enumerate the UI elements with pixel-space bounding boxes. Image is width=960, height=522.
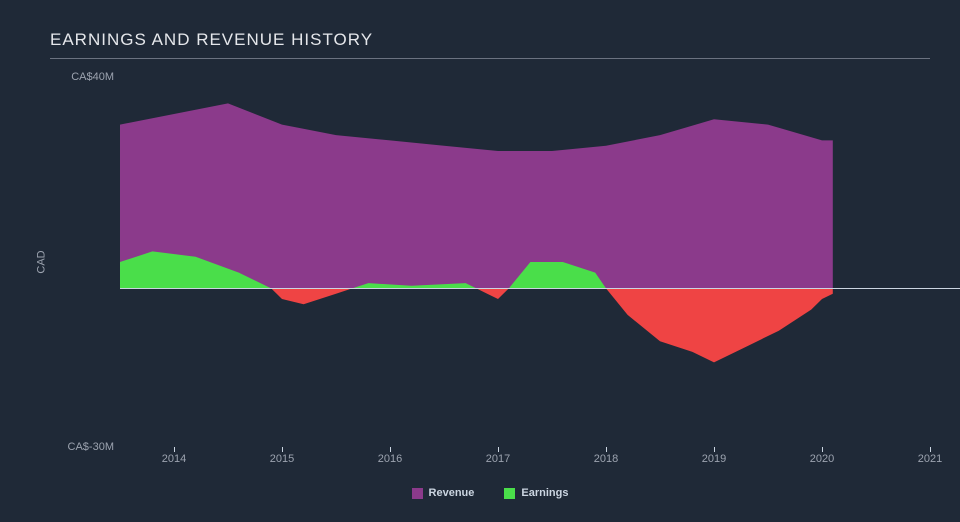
- x-tick-mark: [498, 447, 499, 452]
- chart-body: CAD CA$40MCA$-30M: [50, 77, 930, 447]
- x-tick-mark: [282, 447, 283, 452]
- x-axis: 20142015201620172018201920202021: [120, 447, 930, 477]
- legend-item-earnings: Earnings: [504, 487, 568, 499]
- x-tick-mark: [606, 447, 607, 452]
- x-tick-mark: [174, 447, 175, 452]
- chart-container: EARNINGS AND REVENUE HISTORY CAD CA$40MC…: [0, 0, 960, 522]
- legend-swatch-revenue: [412, 488, 423, 499]
- legend-item-revenue: Revenue: [412, 487, 475, 499]
- y-tick: CA$40M: [71, 71, 114, 83]
- x-tick: 2016: [378, 453, 402, 465]
- y-axis-label: CAD: [36, 250, 48, 273]
- x-tick-mark: [714, 447, 715, 452]
- x-tick: 2020: [810, 453, 834, 465]
- chart-title: EARNINGS AND REVENUE HISTORY: [50, 30, 930, 50]
- x-tick: 2014: [162, 453, 186, 465]
- plot-area: [120, 77, 930, 447]
- zero-line: [120, 288, 960, 289]
- legend: Revenue Earnings: [50, 487, 930, 499]
- x-tick: 2017: [486, 453, 510, 465]
- x-tick: 2021: [918, 453, 942, 465]
- legend-label-revenue: Revenue: [429, 487, 475, 499]
- x-tick-mark: [930, 447, 931, 452]
- legend-label-earnings: Earnings: [521, 487, 568, 499]
- x-tick-mark: [390, 447, 391, 452]
- x-tick: 2018: [594, 453, 618, 465]
- legend-swatch-earnings: [504, 488, 515, 499]
- chart-svg: [120, 77, 930, 447]
- x-tick: 2019: [702, 453, 726, 465]
- title-divider: [50, 58, 930, 59]
- y-axis: CAD CA$40MCA$-30M: [50, 77, 120, 447]
- y-tick: CA$-30M: [68, 441, 114, 453]
- x-tick: 2015: [270, 453, 294, 465]
- x-tick-mark: [822, 447, 823, 452]
